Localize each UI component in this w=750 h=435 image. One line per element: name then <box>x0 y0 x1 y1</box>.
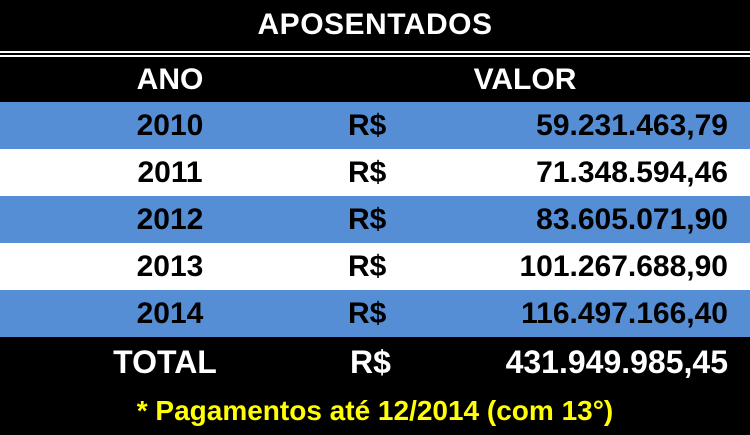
value-cell: 83.605.071,90 <box>536 202 728 236</box>
table-row: 2012 R$ 83.605.071,90 <box>0 196 750 243</box>
total-value: 431.949.985,45 <box>505 343 728 380</box>
total-label: TOTAL <box>113 343 217 380</box>
currency-cell: R$ <box>348 296 387 330</box>
divider <box>0 51 750 57</box>
table-row: 2010 R$ 59.231.463,79 <box>0 102 750 149</box>
value-cell: 59.231.463,79 <box>536 108 728 142</box>
header-year: ANO <box>136 62 204 96</box>
currency-cell: R$ <box>348 155 387 189</box>
header-value: VALOR <box>473 62 577 96</box>
year-cell: 2012 <box>136 202 204 236</box>
footnote: * Pagamentos até 12/2014 (com 13°) <box>136 395 614 426</box>
year-cell: 2014 <box>136 296 204 330</box>
value-cell: 116.497.166,40 <box>521 296 728 330</box>
year-cell: 2010 <box>136 108 204 142</box>
table-row: 2014 R$ 116.497.166,40 <box>0 290 750 337</box>
year-cell: 2011 <box>137 155 203 189</box>
currency-cell: R$ <box>348 249 387 283</box>
header-row: ANO VALOR <box>0 57 750 102</box>
currency-cell: R$ <box>348 108 387 142</box>
table-row: 2011 R$ 71.348.594,46 <box>0 149 750 196</box>
year-cell: 2013 <box>136 249 204 283</box>
total-row: TOTAL R$ 431.949.985,45 <box>0 337 750 387</box>
currency-cell: R$ <box>348 202 387 236</box>
table-row: 2013 R$ 101.267.688,90 <box>0 243 750 290</box>
table-title: APOSENTADOS <box>257 8 493 41</box>
value-cell: 101.267.688,90 <box>519 249 728 283</box>
total-currency: R$ <box>350 343 391 380</box>
value-cell: 71.348.594,46 <box>536 155 728 189</box>
